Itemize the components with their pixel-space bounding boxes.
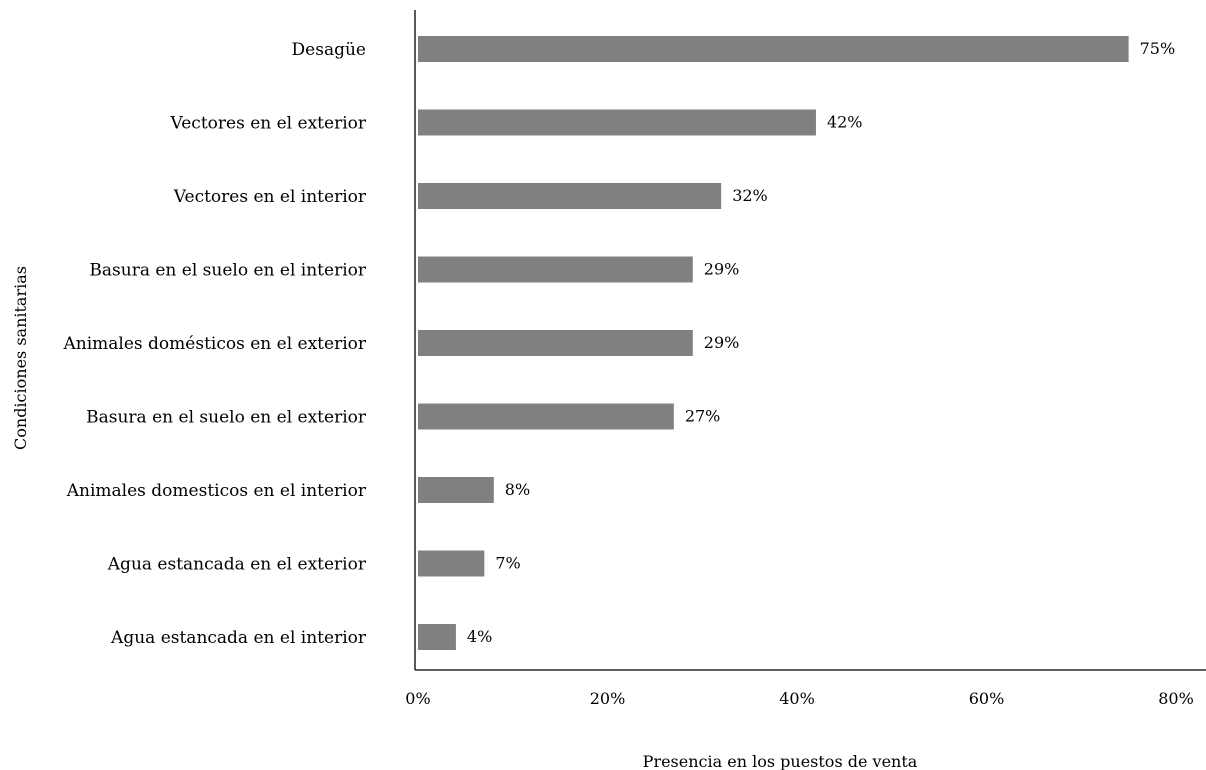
- bar-7: [418, 550, 485, 577]
- x-tick-label: 40%: [779, 689, 815, 708]
- data-label: 4%: [467, 627, 492, 646]
- x-tick-label: 0%: [405, 689, 430, 708]
- bar-0: [418, 36, 1129, 62]
- category-label: Agua estancada en el interior: [110, 628, 367, 648]
- axes-layer: [414, 10, 1206, 671]
- bar-8: [418, 624, 456, 650]
- bar-1: [418, 109, 816, 136]
- data-label: 29%: [704, 333, 740, 352]
- bar-4: [418, 330, 693, 356]
- labels-layer: Desagüe 75% Vectores en el exterior 42% Vect…: [63, 39, 1194, 708]
- category-label: Basura en el suelo en el exterior: [86, 408, 367, 428]
- data-label: 7%: [495, 554, 520, 573]
- x-tick-label: 20%: [590, 689, 626, 708]
- data-label: 29%: [704, 260, 740, 279]
- bar-3: [418, 256, 693, 283]
- data-label: 27%: [685, 407, 721, 426]
- data-label: 32%: [732, 186, 768, 205]
- category-label: Agua estancada en el exterior: [107, 555, 367, 575]
- x-tick-label: 80%: [1158, 689, 1194, 708]
- category-label: Animales domesticos en el interior: [66, 481, 367, 501]
- category-label: Basura en el suelo en el interior: [89, 261, 366, 281]
- category-label: Vectores en el interior: [173, 187, 367, 207]
- category-label: Vectores en el exterior: [170, 114, 367, 134]
- x-tick-label: 60%: [969, 689, 1005, 708]
- category-label: Desagüe: [292, 40, 366, 60]
- data-label: 75%: [1140, 39, 1176, 58]
- y-axis-title: Condiciones sanitarias: [11, 266, 30, 450]
- bar-6: [418, 477, 494, 503]
- bar-2: [418, 183, 722, 209]
- bar-5: [418, 403, 674, 430]
- bars-layer: [418, 36, 1129, 650]
- data-label: 42%: [827, 113, 863, 132]
- data-label: 8%: [505, 480, 530, 499]
- category-label: Animales domésticos en el exterior: [63, 334, 367, 354]
- x-axis-title: Presencia en los puestos de venta: [643, 752, 918, 770]
